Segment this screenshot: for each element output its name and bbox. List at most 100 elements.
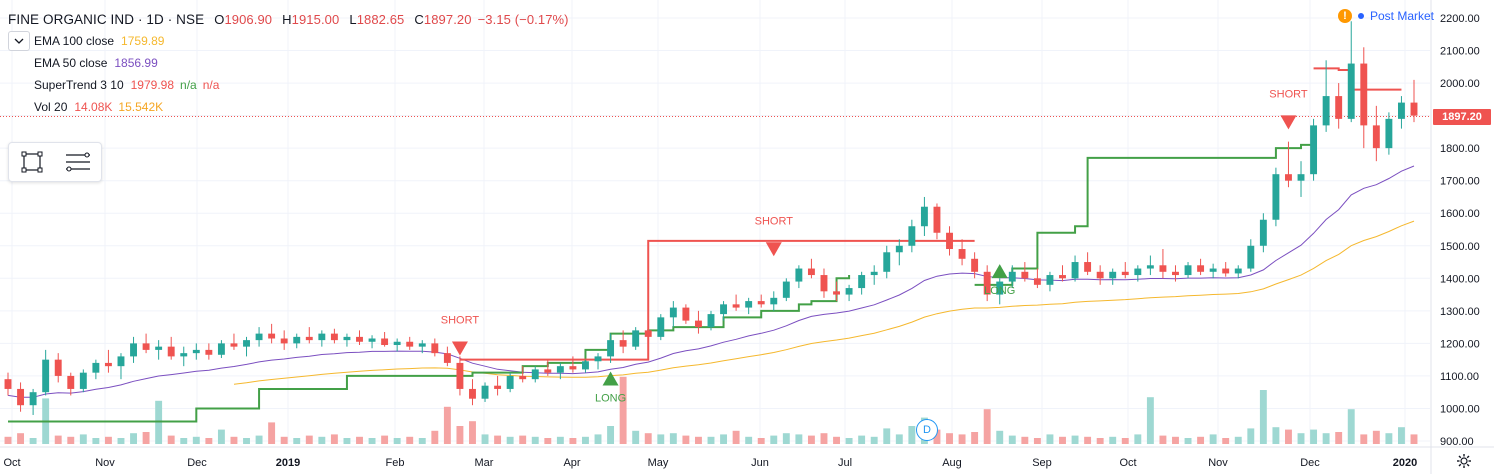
candle-body (883, 252, 891, 272)
volume-bar (707, 436, 715, 444)
candle-body (17, 388, 25, 406)
candle-body (1159, 265, 1167, 272)
volume-bar (142, 432, 150, 444)
volume-bar (1310, 429, 1318, 444)
signal-markers: SHORT LONG SHORT LONG SHORT (441, 88, 1308, 404)
volume-bar (4, 436, 12, 444)
close-value: 1897.20 (423, 11, 472, 27)
candle-body (1297, 174, 1305, 181)
candle-body (1372, 125, 1380, 149)
chart-grid (0, 0, 1430, 444)
volume-bar (807, 435, 815, 444)
candle-body (117, 356, 125, 367)
collapse-legend-button[interactable] (8, 31, 30, 51)
volume-bar (607, 426, 615, 444)
rectangle-tool-button[interactable] (9, 143, 55, 181)
low-value: 1882.65 (356, 11, 405, 27)
volume-bar (217, 429, 225, 444)
candle-body (67, 375, 75, 389)
dividend-badge[interactable]: D (916, 419, 938, 441)
volume-bar (92, 438, 100, 444)
volume-bar (1247, 428, 1255, 444)
candle-body (669, 307, 677, 318)
candle-body (1322, 96, 1330, 126)
gear-icon[interactable] (1456, 453, 1472, 469)
volume-bar (494, 435, 502, 444)
ema50-row[interactable]: EMA 50 close 1856.99 (8, 52, 569, 74)
candle-body (268, 333, 276, 339)
price-tick-label: 1800.00 (1440, 143, 1480, 155)
volume-value2: 15.542K (118, 100, 164, 114)
price-tick-label: 2100.00 (1440, 46, 1480, 58)
short-marker (451, 341, 468, 356)
status-dot-icon (1358, 13, 1364, 19)
candle-body (506, 375, 514, 389)
candle-body (443, 353, 451, 363)
volume-bar (556, 436, 564, 444)
volume-bar (845, 438, 853, 444)
candle-body (1172, 271, 1179, 276)
volume-bar (644, 433, 652, 444)
symbol-row: FINE ORGANIC IND · 1D · NSE O 1906.90 H 19… (8, 8, 569, 30)
time-tick-label: Dec (1300, 457, 1320, 469)
high-label: H (282, 11, 292, 27)
candle-body (770, 297, 778, 305)
candle-body (720, 304, 728, 315)
volume-bar (255, 435, 263, 444)
candle-body (431, 343, 439, 354)
volume-bar (1347, 409, 1355, 444)
candle-body (983, 271, 991, 295)
open-value: 1906.90 (224, 11, 273, 27)
warning-icon: ! (1338, 9, 1352, 23)
candle-body (104, 362, 112, 367)
volume-bar (544, 438, 552, 444)
symbol-title[interactable]: FINE ORGANIC IND · 1D · NSE (8, 11, 205, 27)
time-tick-label: Dec (187, 457, 207, 469)
candle-body (657, 317, 665, 337)
volume-bar (393, 438, 401, 444)
price-tick-label: 900.00 (1440, 436, 1474, 448)
volume-bar (1096, 438, 1104, 444)
time-axis[interactable]: Oct Nov Dec 2019 Feb Mar Apr May Jun Jul Aug Sep Oct… (0, 446, 1494, 469)
candle-body (280, 338, 288, 344)
ema100-row[interactable]: EMA 100 close 1759.89 (8, 30, 569, 52)
supertrend-up-line (974, 143, 1314, 286)
candle-body (619, 340, 627, 347)
volume-bar (17, 433, 25, 444)
supertrend-row[interactable]: SuperTrend 3 10 1979.98 n/a n/a (8, 74, 569, 96)
volume-bar (230, 436, 238, 444)
volume-bar (1059, 436, 1066, 444)
volume-bar (682, 435, 690, 444)
candle-body (1385, 118, 1393, 149)
candle-body (481, 385, 489, 399)
volume-row[interactable]: Vol 20 14.08K 15.542K (8, 96, 569, 118)
price-tick-label: 2000.00 (1440, 78, 1480, 90)
volume-bar (443, 406, 451, 444)
volume-bar (933, 429, 941, 444)
short-label: SHORT (755, 215, 794, 227)
candle-body (1146, 265, 1154, 269)
candle-body (1033, 278, 1041, 285)
ema-50-line (7, 165, 1415, 398)
volume-bar (117, 438, 125, 444)
volume-bar (318, 436, 326, 444)
supertrend-extra2: n/a (202, 78, 220, 92)
time-tick-label: Aug (942, 457, 962, 469)
volume-bar (1360, 434, 1368, 444)
candle-body (1410, 102, 1418, 116)
market-status[interactable]: ! Post Market (1338, 9, 1434, 23)
last-price-tag: 1897.20 (1433, 109, 1491, 125)
long-label: LONG (984, 285, 1015, 297)
candle-body (607, 340, 615, 357)
candlesticks (4, 21, 1418, 415)
candle-body (318, 333, 326, 341)
candle-body (130, 343, 137, 357)
time-tick-label: Oct (1119, 457, 1136, 469)
price-axis[interactable]: 2200.00 2100.00 2000.00 1800.00 1700.00 1600.… (1430, 0, 1480, 474)
lines-tool-button[interactable] (55, 143, 101, 181)
candle-body (870, 271, 878, 276)
volume-bar (1285, 429, 1292, 444)
candle-body (682, 307, 690, 321)
candle-body (1197, 265, 1205, 272)
